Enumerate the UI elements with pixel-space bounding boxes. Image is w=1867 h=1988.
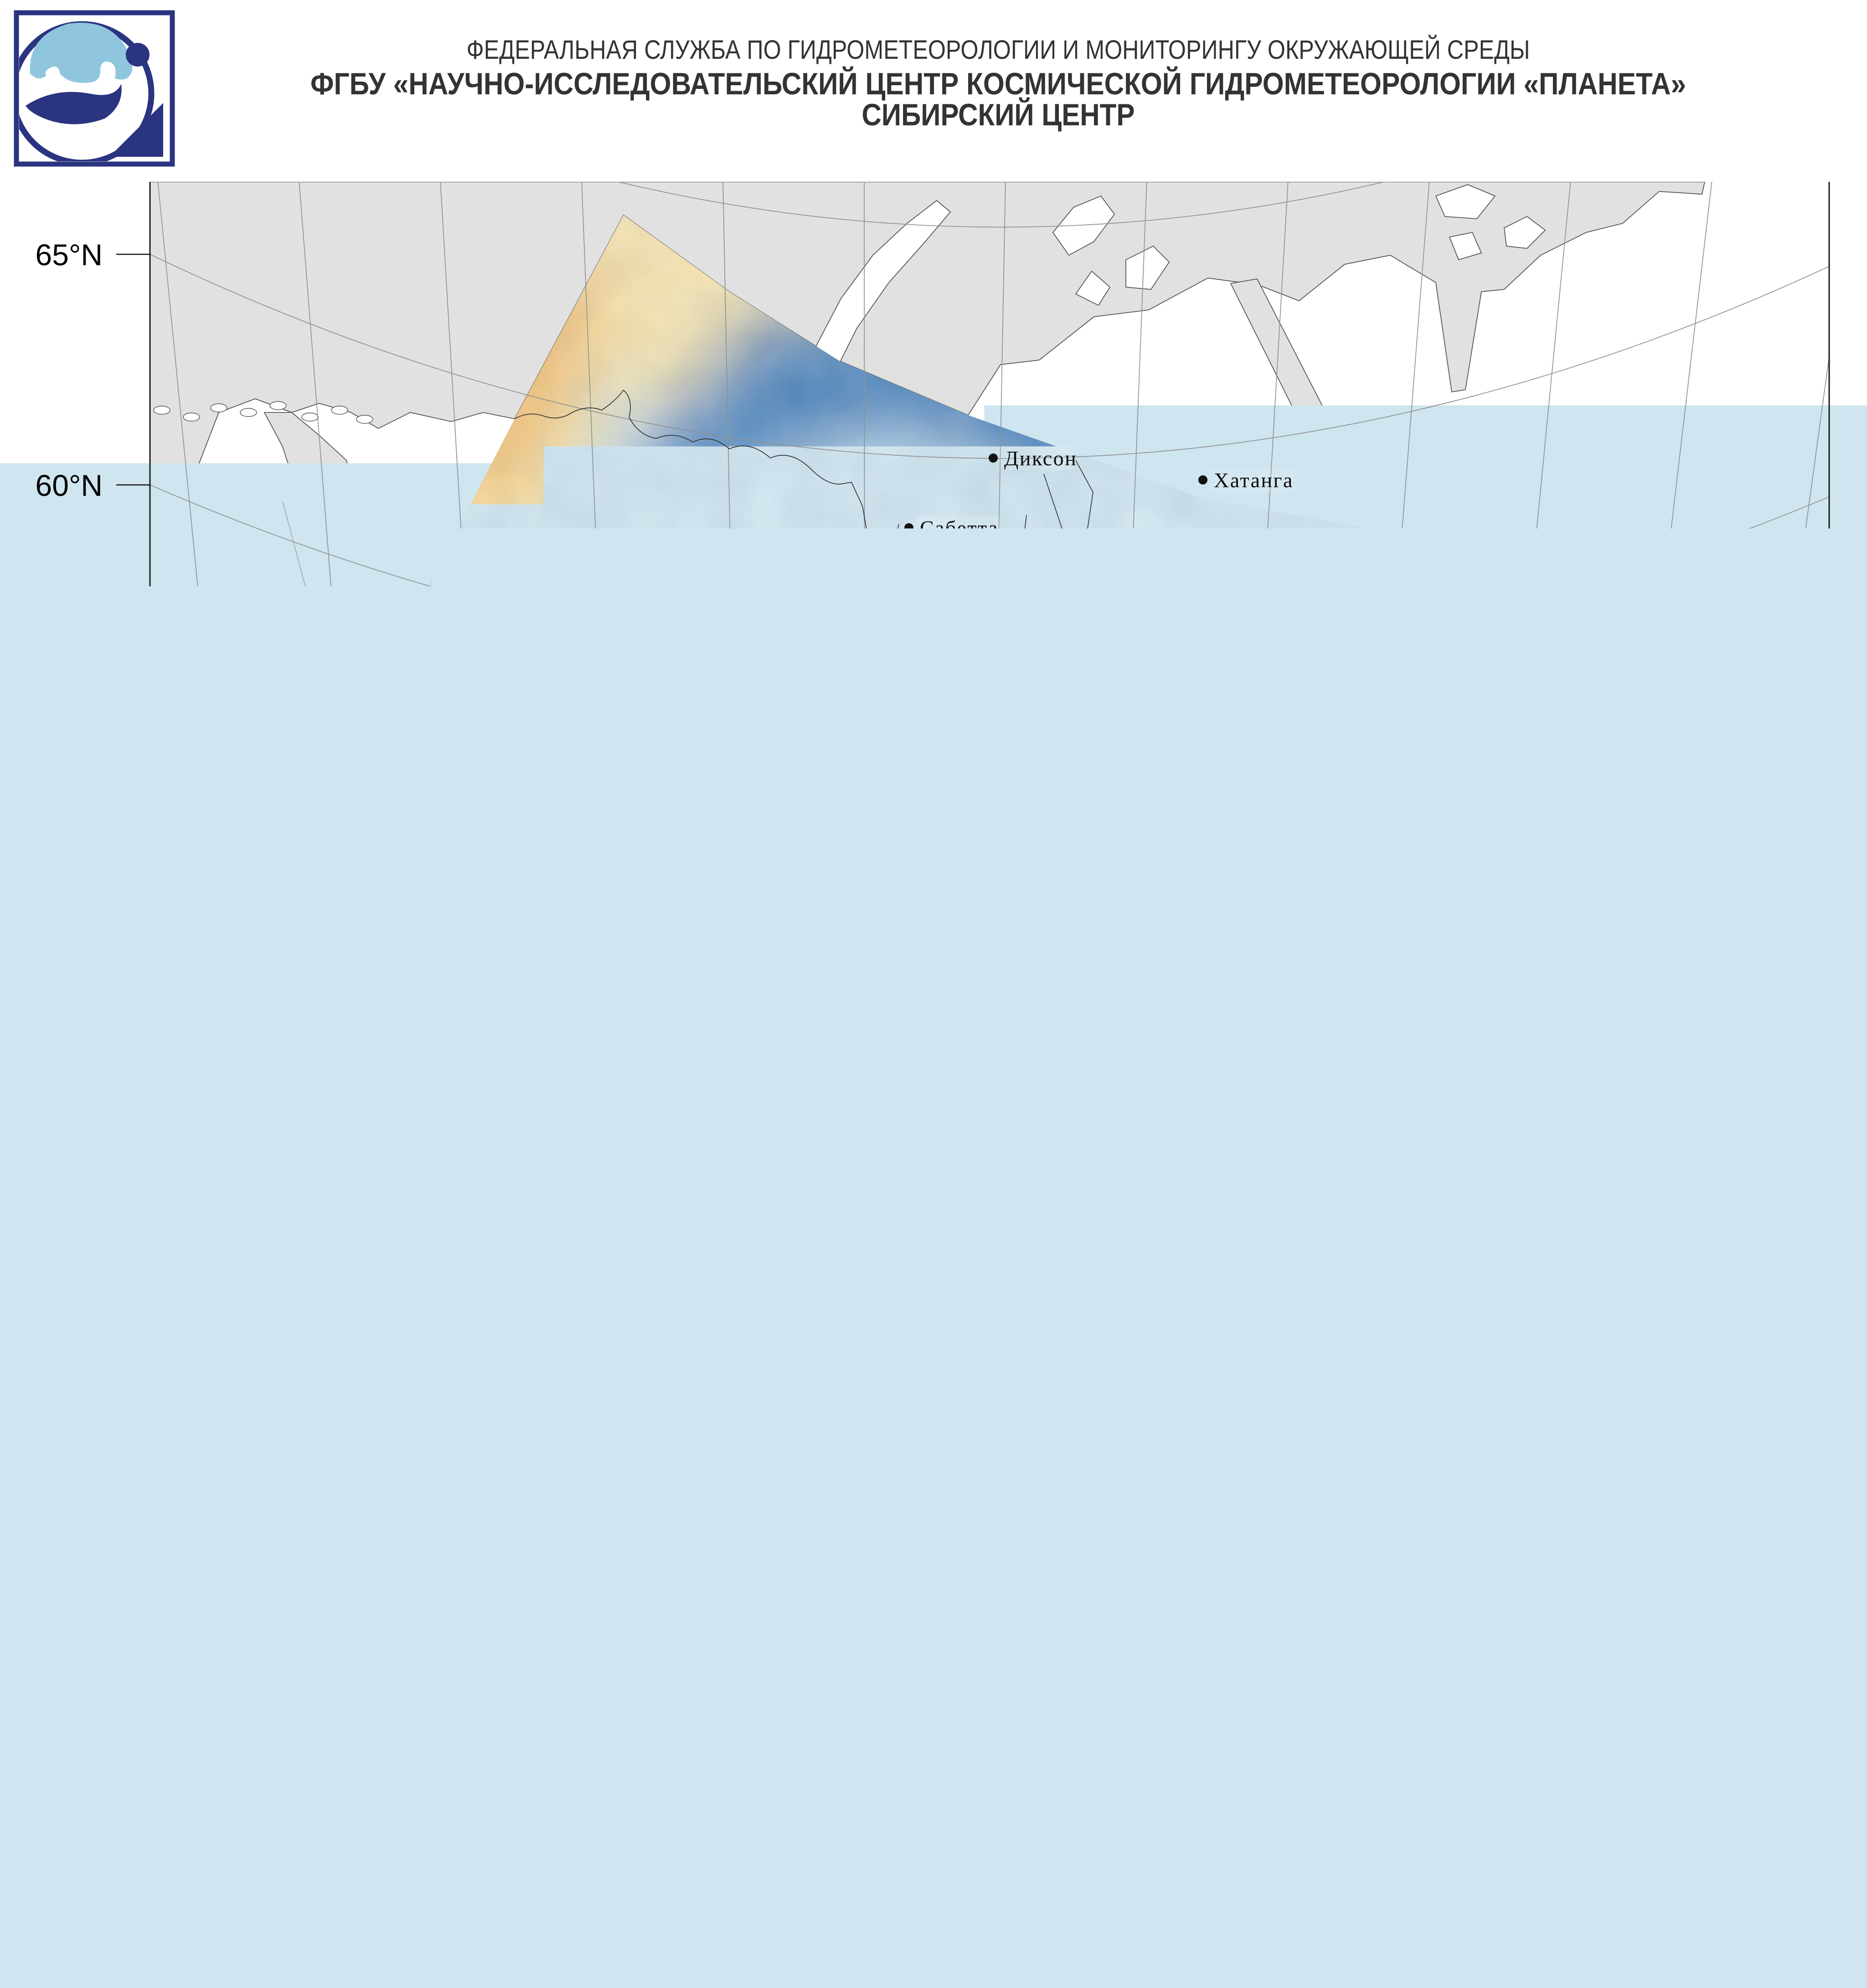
svg-text:Красноярск: Красноярск	[1187, 933, 1303, 957]
svg-text:Архангельск: Архангельск	[536, 604, 662, 628]
svg-text:Москва: Москва	[385, 798, 459, 821]
svg-text:Казань: Казань	[549, 873, 618, 896]
svg-text:Хатанга: Хатанга	[1214, 469, 1294, 492]
svg-text:NOAA20 / ATMS: NOAA20 / ATMS	[1539, 1850, 1695, 1874]
svg-text:50°N: 50°N	[36, 830, 103, 864]
svg-text:Сибирский центр ФГБУ «НИЦ «Пла: Сибирский центр ФГБУ «НИЦ «Планета»	[27, 1882, 360, 1901]
svg-text:Игарка: Игарка	[1076, 627, 1146, 650]
svg-text:Пекин: Пекин	[1714, 1220, 1777, 1243]
svg-text:П.Тунгуска: П.Тунгуска	[1131, 792, 1244, 815]
svg-text:С.Енисейск: С.Енисейск	[1169, 820, 1284, 844]
svg-text:Омск: Омск	[897, 976, 949, 999]
svg-text:Иркутск: Иркутск	[1391, 994, 1474, 1017]
svg-text:Астана: Астана	[856, 1074, 927, 1097]
svg-text:45°N: 45°N	[36, 990, 103, 1024]
svg-text:ИСО: ИСО	[1784, 1921, 1808, 1934]
svg-text:-4: -4	[1005, 1773, 1030, 1805]
svg-text:Тел.: (383) 363-46-05, Факс: (: Тел.: (383) 363-46-05, Факс: (383) 363-4…	[27, 1920, 377, 1939]
svg-text:Сабетта: Сабетта	[920, 516, 999, 540]
svg-text:Ашхабад: Ашхабад	[554, 1373, 644, 1396]
svg-text:Сыктывкар: Сыктывкар	[624, 741, 735, 764]
svg-text:Абакан: Абакан	[1181, 1002, 1252, 1025]
svg-text:65°N: 65°N	[36, 238, 103, 272]
svg-text:Воронеж: Воронеж	[354, 911, 442, 934]
svg-text:E-Mail: alexk@rcpod.ru, www.rc: E-Mail: alexk@rcpod.ru, www.rcpod.ru	[27, 1939, 322, 1958]
svg-text:Ставрополь: Ставрополь	[317, 1080, 433, 1103]
svg-text:Чимбай: Чимбай	[614, 1253, 690, 1277]
svg-text:40°N: 40°N	[36, 1138, 103, 1172]
svg-text:Бишкек: Бишкек	[896, 1303, 971, 1327]
svg-text:30°N: 30°N	[36, 1412, 103, 1446]
svg-text:28.02.2026 00:00 GMT: 28.02.2026 00:00 GMT	[849, 1921, 1102, 1948]
svg-text:90°E: 90°E	[1178, 1571, 1244, 1604]
svg-text:Ванавара: Ванавара	[1301, 792, 1393, 815]
svg-text:-18: -18	[578, 1773, 619, 1805]
svg-text:Диксон: Диксон	[1004, 447, 1077, 470]
svg-text:75°E: 75°E	[850, 1571, 916, 1604]
svg-text:-31: -31	[160, 1773, 201, 1805]
svg-text:Улан-Батор: Улан-Батор	[1468, 1090, 1580, 1113]
svg-text:Атырау: Атырау	[505, 1102, 578, 1125]
svg-text:Душанбе: Душанбе	[770, 1399, 860, 1422]
svg-text:35°N: 35°N	[36, 1279, 103, 1313]
svg-text:Урумчи: Урумчи	[1145, 1268, 1220, 1292]
svg-text:Туруханск: Туруханск	[1093, 675, 1197, 698]
svg-text:Сивас: Сивас	[163, 1154, 222, 1178]
svg-text:55°N: 55°N	[36, 659, 103, 692]
svg-text:Поле температуры на уровне 100: Поле температуры на уровне 1000 гПа, °C	[488, 1665, 1481, 1725]
svg-text:-11: -11	[789, 1773, 828, 1805]
svg-text:NOAA21 / ATMS: NOAA21 / ATMS	[1539, 1871, 1695, 1895]
svg-text:9: 9	[1429, 1773, 1445, 1805]
svg-text:-2015: -2015	[1782, 1945, 1810, 1957]
svg-text:Спектральный диапазон: 23.8 -: Спектральный диапазон: 23.8 - 183.3 ГГц	[765, 1895, 1204, 1922]
svg-text:Екатеринбург: Екатеринбург	[715, 896, 851, 919]
svg-text:Кызыл: Кызыл	[1236, 1049, 1302, 1072]
svg-text:Россия, 630099, г. Новосибирск: Россия, 630099, г. Новосибирск, ул. Сове…	[27, 1901, 430, 1920]
svg-text:Курган: Курган	[777, 944, 846, 968]
svg-text:Тегеран: Тегеран	[396, 1383, 474, 1406]
svg-text:-25: -25	[369, 1773, 410, 1805]
svg-text:60°N: 60°N	[36, 469, 103, 502]
svg-text:ФГБУ «НАУЧНО-ИССЛЕДОВАТЕЛЬСКИЙ: ФГБУ «НАУЧНО-ИССЛЕДОВАТЕЛЬСКИЙ ЦЕНТР КОС…	[310, 66, 1686, 101]
svg-text:Новосибирск: Новосибирск	[1048, 978, 1180, 1001]
svg-text:2: 2	[1220, 1773, 1235, 1805]
svg-text:45°E: 45°E	[142, 1571, 208, 1604]
svg-text:Норильск: Норильск	[1085, 571, 1181, 594]
svg-text:Усть-Илимск: Усть-Илимск	[1324, 857, 1453, 881]
svg-text:60°E: 60°E	[516, 1571, 581, 1604]
svg-text:Чита: Чита	[1533, 949, 1582, 972]
svg-text:9001: 9001	[1783, 1933, 1807, 1946]
svg-text:Ростов-на-Дону: Ростов-на-Дону	[307, 1012, 465, 1035]
svg-text:ФЕДЕРАЛЬНАЯ СЛУЖБА ПО ГИДРОМЕТ: ФЕДЕРАЛЬНАЯ СЛУЖБА ПО ГИДРОМЕТЕОРОЛОГИИ …	[467, 35, 1530, 65]
svg-text:СИБИРСКИЙ ЦЕНТР: СИБИРСКИЙ ЦЕНТР	[862, 97, 1135, 132]
svg-text:16: 16	[1631, 1773, 1662, 1805]
svg-text:105°E: 105°E	[1514, 1571, 1596, 1604]
